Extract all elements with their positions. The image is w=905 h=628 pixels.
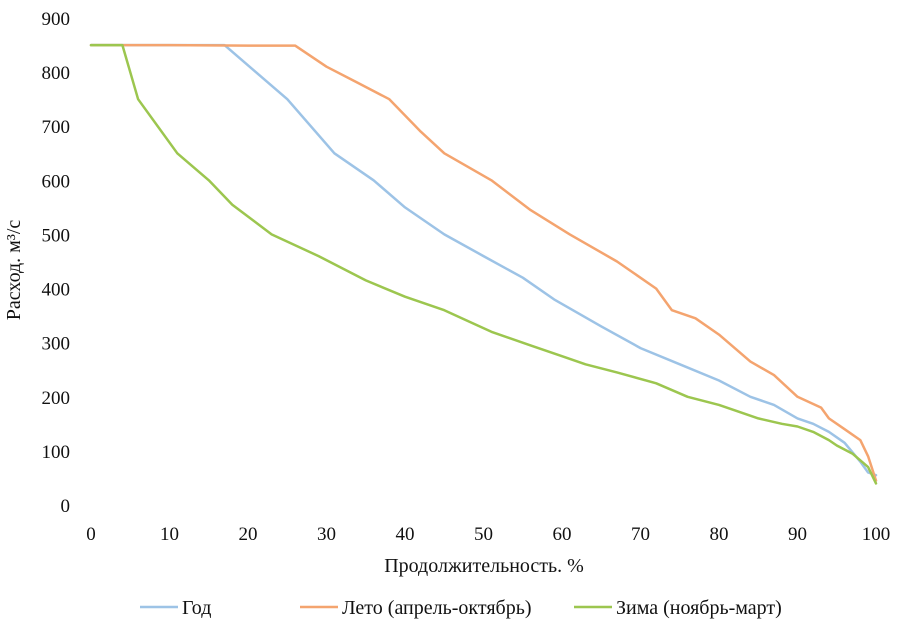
legend-item: Год xyxy=(140,597,211,619)
y-tick-label: 700 xyxy=(42,117,71,138)
y-tick-label: 100 xyxy=(42,442,71,463)
legend-item: Зима (ноябрь-март) xyxy=(574,597,782,619)
x-tick-label: 90 xyxy=(788,524,807,545)
legend: Год Лето (апрель-октябрь) Зима (ноябрь-мар… xyxy=(140,597,782,619)
y-tick-label: 300 xyxy=(42,334,71,355)
y-tick-label: 900 xyxy=(42,9,71,30)
legend-label: Зима (ноябрь-март) xyxy=(616,597,782,619)
x-tick-label: 50 xyxy=(474,524,493,545)
series-line-2 xyxy=(89,43,878,482)
series-line-3 xyxy=(89,43,878,485)
y-tick-label: 800 xyxy=(42,63,71,84)
x-tick-label: 70 xyxy=(631,524,650,545)
y-tick-label: 600 xyxy=(42,171,71,192)
x-axis-title: Продолжительность. % xyxy=(384,555,584,577)
x-tick-label: 40 xyxy=(396,524,415,545)
x-tick-label: 20 xyxy=(239,524,258,545)
x-tick-label: 80 xyxy=(710,524,729,545)
legend-item: Лето (апрель-октябрь) xyxy=(300,597,531,619)
y-tick-label: 0 xyxy=(61,496,71,517)
y-tick-labels: 0 100 200 300 400 500 600 700 800 900 xyxy=(42,9,71,517)
legend-label: Лето (апрель-октябрь) xyxy=(342,597,531,619)
y-tick-label: 400 xyxy=(42,280,71,301)
x-tick-labels: 0 10 20 30 40 50 60 70 80 90 100 xyxy=(86,524,890,545)
series-line-1 xyxy=(89,43,878,477)
x-tick-label: 10 xyxy=(160,524,179,545)
x-tick-label: 0 xyxy=(86,524,96,545)
x-tick-label: 30 xyxy=(317,524,336,545)
y-tick-label: 200 xyxy=(42,388,71,409)
y-tick-label: 500 xyxy=(42,225,71,246)
series-lines xyxy=(89,43,878,485)
y-axis-title: Расход. м³/с xyxy=(3,220,25,321)
legend-label: Год xyxy=(182,597,211,619)
x-tick-label: 60 xyxy=(553,524,572,545)
x-tick-label: 100 xyxy=(862,524,891,545)
